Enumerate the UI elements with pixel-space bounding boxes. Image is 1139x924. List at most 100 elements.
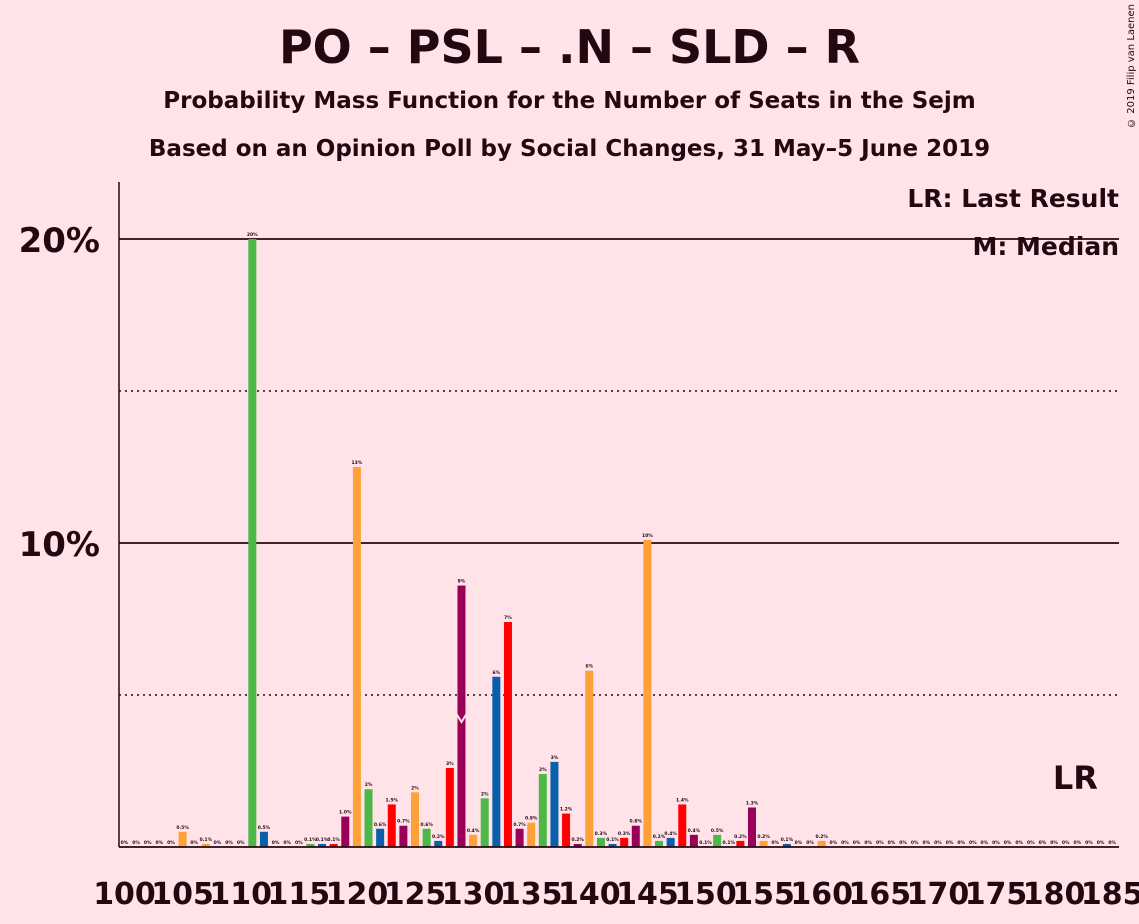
- bar-value-label: 0%: [981, 840, 989, 846]
- bar-value-label: 0%: [1015, 840, 1023, 846]
- legend-median: M: Median: [972, 232, 1119, 261]
- bar-value-label: 13%: [352, 460, 363, 466]
- bar-value-label: 0%: [272, 840, 280, 846]
- bar-value-label: 6%: [585, 664, 593, 670]
- bar-value-label: 2%: [539, 767, 547, 773]
- bar-value-label: 0%: [946, 840, 954, 846]
- bar-value-label: 0%: [876, 840, 884, 846]
- x-tick-label: 130: [442, 877, 505, 912]
- last-result-marker: LR: [1053, 759, 1098, 797]
- bar-seat-142: [608, 843, 617, 847]
- bar-seat-157: [782, 843, 791, 847]
- bar-seat-149: [689, 834, 698, 847]
- legend-last-result: LR: Last Result: [907, 184, 1119, 213]
- x-tick-label: 155: [732, 877, 795, 912]
- bar-seat-130: [469, 834, 478, 847]
- bar-seat-116: [306, 843, 315, 847]
- bar-value-label: 6%: [493, 670, 501, 676]
- x-tick-label: 120: [326, 877, 389, 912]
- bar-seat-125: [411, 792, 419, 847]
- bar-value-label: 0%: [225, 840, 233, 846]
- bar-seat-133: [503, 622, 512, 847]
- chart-title: PO – PSL – .N – SLD – R: [278, 20, 861, 74]
- bar-value-label: 0.2%: [757, 834, 770, 840]
- bar-value-label: 1.3%: [746, 800, 759, 806]
- bar-value-label: 0%: [1039, 840, 1047, 846]
- x-tick-label: 185: [1081, 877, 1139, 912]
- bar-value-label: 20%: [247, 232, 258, 238]
- bar-value-label: 0%: [1062, 840, 1070, 846]
- bar-seat-140: [585, 670, 594, 847]
- bar-value-label: 7%: [504, 615, 512, 621]
- bar-value-label: 2%: [411, 785, 419, 791]
- bar-value-label: 0.4%: [467, 828, 480, 834]
- bar-value-label: 0.5%: [711, 828, 724, 834]
- bar-seat-129: [457, 585, 466, 847]
- bar-seat-145: [643, 539, 652, 847]
- bar-value-label: 0%: [1085, 840, 1093, 846]
- bar-value-label: 0%: [841, 840, 849, 846]
- x-tick-label: 135: [500, 877, 563, 912]
- bar-value-label: 0.2%: [571, 837, 584, 843]
- bar-value-label: 0.2%: [653, 834, 666, 840]
- x-tick-label: 140: [558, 877, 621, 912]
- bar-value-label: 9%: [458, 579, 466, 585]
- bar-value-label: 0.1%: [200, 837, 213, 843]
- bar-seat-132: [492, 676, 501, 847]
- x-tick-label: 100: [93, 877, 156, 912]
- bar-value-label: 0.6%: [420, 822, 433, 828]
- bar-seat-146: [655, 840, 664, 847]
- y-tick-label: 10%: [19, 525, 100, 565]
- bar-value-label: 0%: [132, 840, 140, 846]
- x-tick-label: 110: [209, 877, 272, 912]
- bar-seat-148: [678, 804, 687, 847]
- bar-value-label: 0%: [795, 840, 803, 846]
- bar-seat-135: [527, 822, 536, 847]
- chart-subtitle-poll: Based on an Opinion Poll by Social Chang…: [148, 136, 991, 162]
- bar-seat-123: [387, 804, 396, 847]
- bar-seat-120: [352, 467, 361, 847]
- bar-value-label: 1.4%: [676, 797, 689, 803]
- bar-seat-122: [376, 828, 385, 847]
- bar-value-label: 0%: [934, 840, 942, 846]
- bar-value-label: 0.1%: [781, 837, 794, 843]
- bar-value-label: 0.1%: [699, 840, 712, 846]
- bar-seat-151: [713, 834, 722, 847]
- bar-seat-155: [759, 840, 768, 847]
- bar-value-label: 1.5%: [386, 797, 399, 803]
- bar-value-label: 0.1%: [722, 840, 735, 846]
- bar-seat-111: [248, 239, 257, 847]
- bar-seat-141: [596, 837, 605, 847]
- bar-value-label: 0%: [1050, 840, 1058, 846]
- bar-value-label: 0.8%: [630, 819, 643, 825]
- bar-seat-112: [259, 831, 268, 847]
- bar-seat-153: [736, 840, 745, 847]
- bar-value-label: 0.9%: [525, 816, 538, 822]
- bar-seat-118: [329, 843, 338, 847]
- bar-value-label: 1.0%: [339, 810, 352, 816]
- bar-value-label: 0.3%: [618, 831, 631, 837]
- bar-value-label: 0%: [167, 840, 175, 846]
- bar-value-label: 0%: [969, 840, 977, 846]
- bar-value-label: 0%: [214, 840, 222, 846]
- bar-value-label: 0%: [1097, 840, 1105, 846]
- bar-value-label: 0%: [1074, 840, 1082, 846]
- bar-value-label: 0.1%: [316, 837, 329, 843]
- bar-seat-154: [747, 807, 756, 847]
- bar-seat-121: [364, 789, 373, 847]
- x-tick-label: 160: [790, 877, 853, 912]
- bar-value-label: 0.5%: [258, 825, 271, 831]
- bar-value-label: 3%: [551, 755, 559, 761]
- x-tick-label: 165: [848, 877, 911, 912]
- bar-value-label: 0.7%: [397, 819, 410, 825]
- bar-seat-136: [538, 774, 547, 847]
- bar-seat-131: [480, 798, 489, 847]
- bar-value-label: 3%: [446, 761, 454, 767]
- bar-value-label: 0.7%: [513, 822, 526, 828]
- x-tick-label: 105: [151, 877, 214, 912]
- bar-seat-147: [666, 837, 675, 847]
- bar-value-label: 0%: [911, 840, 919, 846]
- bar-value-label: 0%: [864, 840, 872, 846]
- bar-value-label: 0%: [283, 840, 291, 846]
